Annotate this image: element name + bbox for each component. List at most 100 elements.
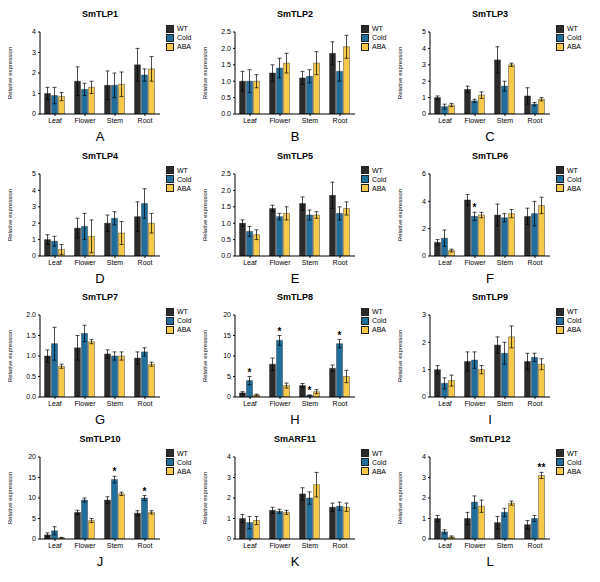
svg-text:Flower: Flower (464, 258, 486, 265)
svg-text:4: 4 (32, 186, 36, 193)
svg-text:5: 5 (32, 170, 36, 177)
svg-text:0: 0 (32, 252, 36, 259)
svg-text:1: 1 (422, 514, 426, 521)
svg-text:4: 4 (227, 453, 231, 460)
svg-text:1.5: 1.5 (26, 332, 36, 339)
svg-text:Relative expression: Relative expression (398, 47, 403, 99)
svg-text:Root: Root (138, 258, 153, 265)
svg-text:0: 0 (422, 110, 426, 117)
svg-text:Leaf: Leaf (438, 258, 452, 265)
svg-text:0.0: 0.0 (221, 252, 231, 259)
svg-text:0: 0 (32, 535, 36, 542)
svg-text:Stem: Stem (107, 541, 124, 548)
svg-text:Flower: Flower (74, 541, 96, 548)
svg-text:*: * (308, 385, 312, 396)
svg-text:*: * (248, 367, 252, 378)
svg-text:2.0: 2.0 (221, 186, 231, 193)
svg-text:2: 2 (422, 339, 426, 346)
svg-text:4: 4 (422, 197, 426, 204)
svg-text:0: 0 (422, 252, 426, 259)
svg-text:*: * (473, 202, 477, 213)
svg-text:Flower: Flower (464, 400, 486, 407)
svg-text:1.0: 1.0 (26, 352, 36, 359)
svg-text:Stem: Stem (302, 541, 319, 548)
svg-text:1: 1 (422, 94, 426, 101)
svg-text:Leaf: Leaf (243, 258, 257, 265)
svg-text:*: * (113, 466, 117, 477)
svg-text:Leaf: Leaf (243, 117, 257, 124)
svg-text:Leaf: Leaf (48, 258, 62, 265)
svg-text:2: 2 (227, 494, 231, 501)
svg-text:Root: Root (528, 541, 543, 548)
svg-text:Root: Root (138, 400, 153, 407)
svg-text:Stem: Stem (302, 117, 319, 124)
svg-text:3: 3 (32, 49, 36, 56)
svg-text:Relative expression: Relative expression (398, 188, 403, 240)
svg-text:2.0: 2.0 (26, 311, 36, 318)
svg-text:Root: Root (528, 400, 543, 407)
svg-text:Relative expression: Relative expression (398, 330, 403, 382)
svg-text:Relative expression: Relative expression (203, 330, 208, 382)
svg-text:2: 2 (422, 494, 426, 501)
svg-text:5: 5 (227, 373, 231, 380)
svg-text:Root: Root (333, 400, 348, 407)
svg-text:Root: Root (138, 541, 153, 548)
svg-text:Flower: Flower (269, 541, 291, 548)
svg-text:0.5: 0.5 (26, 373, 36, 380)
svg-text:2.5: 2.5 (221, 170, 231, 177)
svg-text:Stem: Stem (497, 541, 514, 548)
svg-text:*: * (143, 485, 147, 496)
svg-text:0: 0 (227, 393, 231, 400)
svg-text:Stem: Stem (107, 117, 124, 124)
svg-text:Flower: Flower (269, 400, 291, 407)
svg-text:Relative expression: Relative expression (8, 471, 13, 523)
svg-text:1: 1 (422, 366, 426, 373)
svg-text:4: 4 (32, 28, 36, 35)
svg-text:Flower: Flower (74, 117, 96, 124)
svg-text:Leaf: Leaf (48, 541, 62, 548)
svg-text:Root: Root (333, 117, 348, 124)
svg-text:2: 2 (422, 225, 426, 232)
svg-text:20: 20 (28, 453, 36, 460)
svg-text:0.5: 0.5 (221, 94, 231, 101)
svg-text:2: 2 (422, 78, 426, 85)
svg-text:1: 1 (32, 236, 36, 243)
svg-text:**: ** (538, 462, 546, 473)
svg-text:6: 6 (422, 170, 426, 177)
svg-text:1: 1 (227, 514, 231, 521)
svg-text:10: 10 (28, 494, 36, 501)
svg-text:Flower: Flower (74, 400, 96, 407)
svg-text:Relative expression: Relative expression (8, 188, 13, 240)
svg-text:20: 20 (223, 311, 231, 318)
svg-text:Leaf: Leaf (438, 117, 452, 124)
svg-text:Leaf: Leaf (243, 541, 257, 548)
svg-text:5: 5 (422, 28, 426, 35)
svg-text:Stem: Stem (302, 258, 319, 265)
svg-text:2: 2 (32, 69, 36, 76)
svg-text:Flower: Flower (74, 258, 96, 265)
svg-text:Leaf: Leaf (48, 400, 62, 407)
svg-text:5: 5 (32, 514, 36, 521)
svg-text:Stem: Stem (497, 400, 514, 407)
svg-text:0: 0 (227, 535, 231, 542)
svg-text:1.5: 1.5 (221, 203, 231, 210)
svg-text:3: 3 (422, 473, 426, 480)
svg-text:Root: Root (333, 541, 348, 548)
svg-text:Stem: Stem (497, 258, 514, 265)
svg-text:2.0: 2.0 (221, 45, 231, 52)
svg-text:Leaf: Leaf (48, 117, 62, 124)
svg-text:Stem: Stem (302, 400, 319, 407)
svg-text:0: 0 (422, 535, 426, 542)
svg-text:1.0: 1.0 (221, 78, 231, 85)
svg-text:4: 4 (422, 45, 426, 52)
svg-text:15: 15 (223, 332, 231, 339)
svg-text:1: 1 (32, 90, 36, 97)
svg-text:2.5: 2.5 (221, 28, 231, 35)
svg-text:Stem: Stem (107, 400, 124, 407)
svg-text:Root: Root (333, 258, 348, 265)
svg-text:15: 15 (28, 473, 36, 480)
svg-text:1.0: 1.0 (221, 219, 231, 226)
svg-text:0: 0 (422, 393, 426, 400)
svg-text:0.0: 0.0 (221, 110, 231, 117)
svg-text:3: 3 (32, 203, 36, 210)
